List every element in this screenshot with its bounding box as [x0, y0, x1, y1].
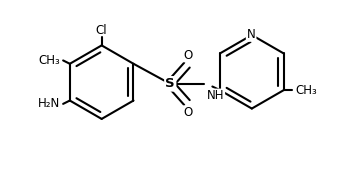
Text: Cl: Cl — [96, 24, 108, 37]
Text: CH₃: CH₃ — [38, 54, 60, 67]
Text: O: O — [184, 106, 193, 119]
Text: H₂N: H₂N — [37, 97, 60, 110]
Text: S: S — [165, 77, 175, 90]
Text: O: O — [184, 49, 193, 62]
Text: N: N — [247, 28, 255, 41]
Text: CH₃: CH₃ — [296, 84, 317, 97]
Text: NH: NH — [207, 89, 224, 102]
